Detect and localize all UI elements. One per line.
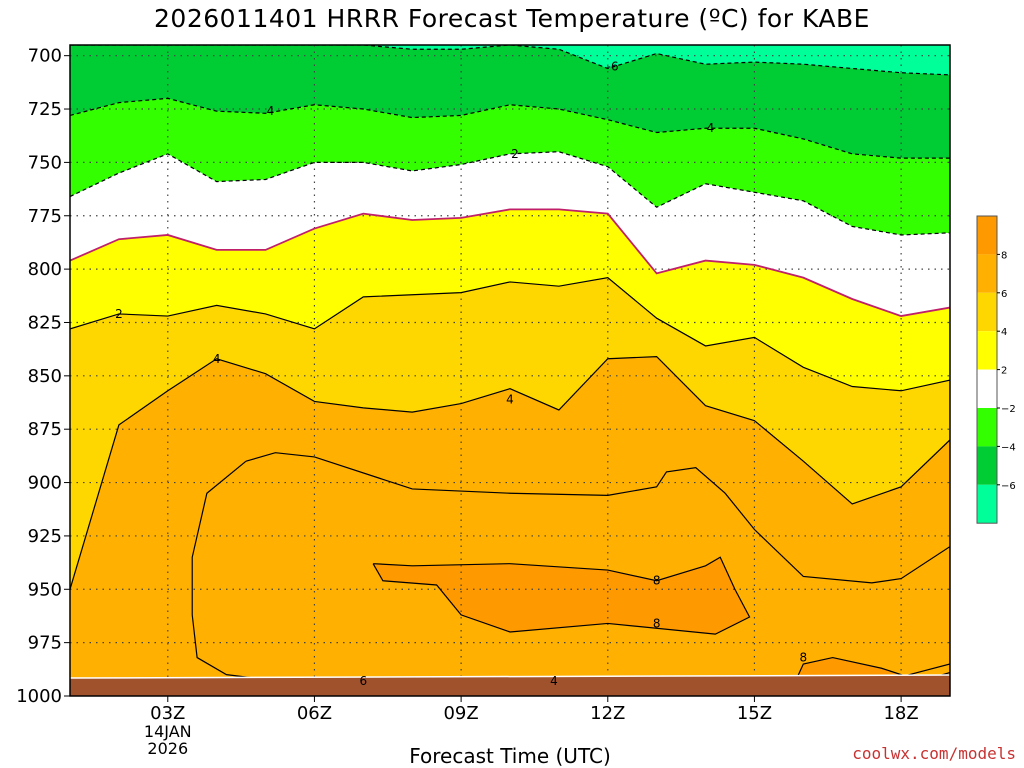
x-tick-label-1: 06Z — [297, 703, 332, 724]
ground-edge — [70, 674, 950, 679]
temperature-band-2 — [70, 98, 950, 235]
y-tick-label-8: 900 — [28, 473, 62, 494]
isotherm-line-1 — [70, 97, 950, 159]
contour-label-1: 4 — [267, 104, 275, 118]
y-tick-label-5: 825 — [28, 312, 62, 333]
y-tick-label-12: 1000 — [16, 686, 62, 707]
colorbar-swatch-0 — [977, 216, 997, 255]
y-tick-label-10: 950 — [28, 579, 62, 600]
credit-link[interactable]: coolwx.com/models — [852, 744, 1016, 763]
warm-pocket-fill-1 — [373, 557, 750, 635]
colorbar-label-6: −6 — [1001, 481, 1016, 492]
chart-title: 2026011401 HRRR Forecast Temperature (ºC… — [154, 4, 870, 33]
y-tick-label-6: 850 — [28, 366, 62, 387]
x-tick-sublabel-0-0: 14JAN — [144, 722, 192, 741]
temperature-band-1 — [70, 45, 950, 159]
colorbar-swatch-2 — [977, 292, 997, 332]
closed-contour-line-1 — [372, 556, 751, 635]
isotherm-line-5 — [70, 356, 950, 590]
x-axis-label: Forecast Time (UTC) — [409, 744, 611, 768]
isotherm-line-3 — [70, 208, 950, 317]
contour-label-7: 6 — [360, 674, 368, 688]
contour-label-11: 8 — [800, 651, 808, 665]
x-tick-label-3: 12Z — [590, 703, 625, 724]
grid-layer — [70, 45, 950, 696]
contour-label-10: 8 — [653, 616, 661, 630]
temperature-band-4 — [70, 209, 950, 391]
colorbar-label-1: 6 — [1001, 289, 1007, 300]
ground-layer — [70, 674, 950, 696]
isotherm-layer — [70, 45, 950, 696]
y-tick-label-4: 800 — [28, 259, 62, 280]
colorbar-swatch-4 — [977, 369, 997, 408]
plot-frame — [69, 44, 951, 697]
temperature-fill-layer — [70, 45, 950, 696]
y-tick-label-9: 925 — [28, 526, 62, 547]
contour-label-3: 2 — [511, 147, 519, 161]
temperature-band-3 — [70, 151, 950, 317]
contour-label-5: 4 — [213, 352, 221, 366]
x-tick-label-2: 09Z — [443, 703, 478, 724]
colorbar-label-3: 2 — [1001, 366, 1007, 377]
contour-label-4: 2 — [115, 307, 123, 321]
y-tick-label-11: 975 — [28, 633, 62, 654]
contour-label-2: 4 — [707, 121, 715, 135]
x-tick-sublabel-0-1: 2026 — [147, 739, 188, 758]
x-tick-label-5: 18Z — [883, 703, 918, 724]
colorbar-swatch-7 — [977, 484, 997, 524]
colorbar-swatch-5 — [977, 408, 997, 447]
y-tick-label-0: 700 — [28, 46, 62, 67]
colorbar-swatch-1 — [977, 254, 997, 293]
temperature-band-5 — [70, 277, 950, 590]
colorbar-label-4: −2 — [1001, 404, 1016, 415]
colorbar-label-0: 8 — [1001, 250, 1007, 261]
x-tick-label-4: 15Z — [737, 703, 772, 724]
contour-label-layer: -6 4 4 2 2 4 4 6 4 8 8 8 — [115, 59, 807, 688]
colorbar-label-5: −4 — [1001, 442, 1016, 453]
y-tick-label-2: 750 — [28, 152, 62, 173]
y-tick-label-1: 725 — [28, 99, 62, 120]
isotherm-line-2 — [70, 151, 950, 236]
contour-label-0: -6 — [607, 59, 619, 73]
axis-layer: 700 725 750 775 800 825 850 875 900 925 950 975 1000… — [16, 46, 919, 758]
y-tick-label-3: 775 — [28, 206, 62, 227]
contour-label-6: 4 — [506, 392, 514, 406]
y-tick-label-7: 875 — [28, 419, 62, 440]
colorbar: 8 6 4 2 −2 −4 −6 — [976, 215, 1016, 524]
ground-fill — [70, 675, 950, 696]
colorbar-swatch-6 — [977, 446, 997, 485]
contour-label-9: 8 — [653, 574, 661, 588]
x-tick-label-0: 03Z — [150, 703, 185, 724]
isotherm-line-4 — [70, 277, 950, 392]
contour-label-8: 4 — [550, 674, 558, 688]
colorbar-swatch-3 — [977, 331, 997, 370]
colorbar-label-2: 4 — [1001, 327, 1007, 338]
closed-contour-line-0 — [191, 452, 950, 689]
